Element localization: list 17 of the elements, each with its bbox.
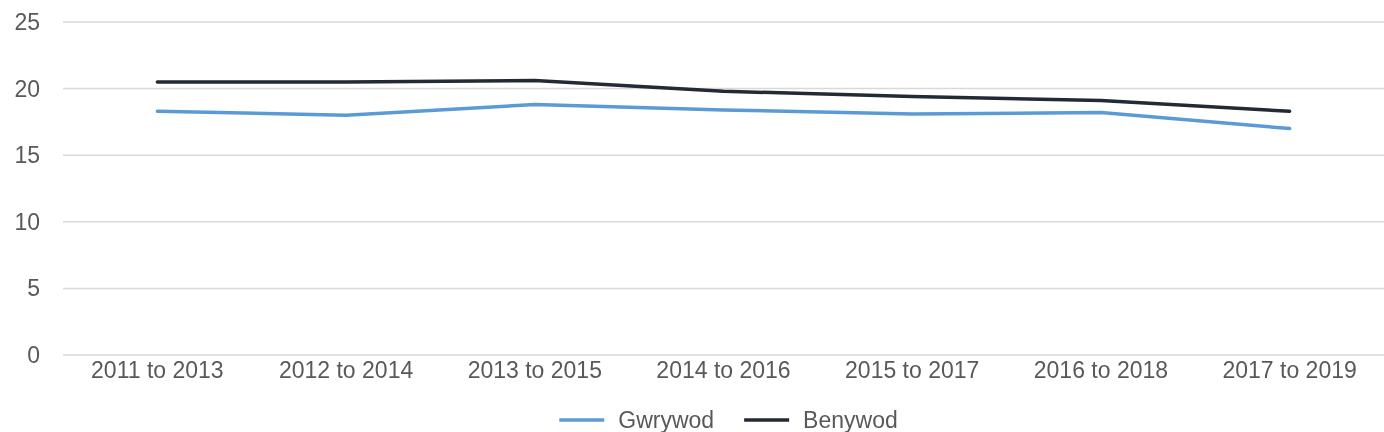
y-tick-label: 15 xyxy=(14,142,40,169)
x-tick-label: 2015 to 2017 xyxy=(845,357,980,384)
y-tick-label: 25 xyxy=(14,9,40,36)
y-tick-label: 10 xyxy=(14,208,40,235)
x-tick-label: 2011 to 2013 xyxy=(91,357,224,384)
x-tick-label: 2012 to 2014 xyxy=(278,357,414,384)
legend-label: Benywod xyxy=(803,407,898,432)
y-tick-label: 20 xyxy=(14,75,40,102)
x-tick-label: 2017 to 2019 xyxy=(1222,357,1357,384)
y-tick-label: 0 xyxy=(27,342,40,369)
y-tick-label: 5 xyxy=(27,275,40,302)
x-tick-label: 2014 to 2016 xyxy=(656,357,791,384)
line-series xyxy=(155,78,1292,113)
x-tick-label: 2013 to 2015 xyxy=(467,357,602,384)
line-series xyxy=(155,102,1292,131)
x-tick-label: 2016 to 2018 xyxy=(1033,357,1169,384)
legend-label: Gwrywod xyxy=(618,407,715,432)
